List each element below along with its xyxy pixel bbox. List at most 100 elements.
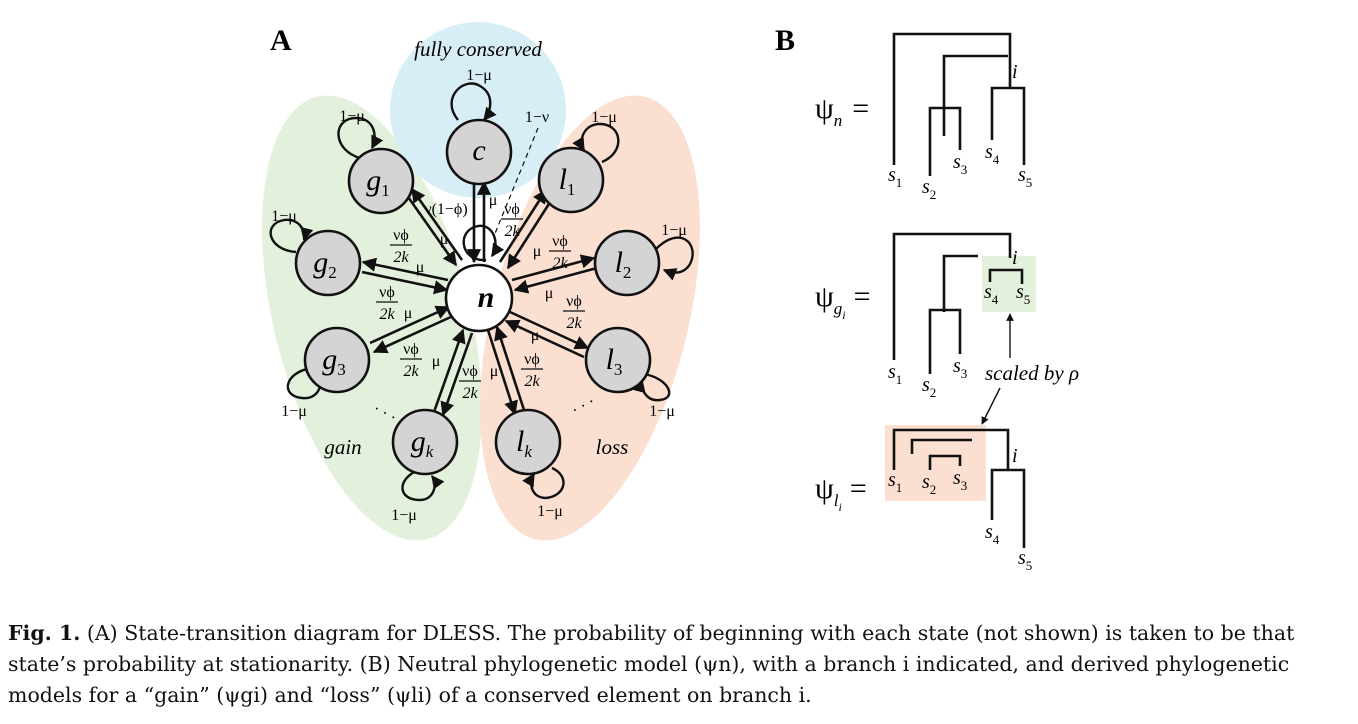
svg-text:2k: 2k [504,223,520,240]
species-labels: s1 s2 s3 s4 s5 s1 s2 s3 s4 s5 s1 s2 s3 s… [888,141,1032,573]
psi-n-label: ψn = [815,92,869,130]
mu-label-l1: μ [533,243,542,260]
state-c-label: c [472,134,485,167]
l1-self-label: 1−μ [591,109,617,126]
caption-label: Fig. 1. [8,621,81,645]
scaled-by-rho-label: scaled by ρ [985,361,1079,385]
svg-text:2k: 2k [393,249,409,266]
state-l1-label: l1 [559,163,576,199]
state-nodes [294,118,661,476]
self-loops [269,82,694,502]
psi-g-label: ψgi= [815,280,871,322]
state-l3-label: l3 [606,343,623,379]
fraction-lk: νϕ 2k [521,351,543,390]
mu-label-g1: μ [440,231,449,248]
svg-text:νϕ: νϕ [552,233,568,250]
sp1-n: s1 [888,164,902,190]
state-c [445,118,513,186]
gk-self-label: 1−μ [391,507,417,524]
state-l1 [537,146,605,214]
conserved-region [390,22,566,198]
state-gk-label: gk [411,425,434,461]
fraction-gk: νϕ 2k [459,363,481,402]
state-l2 [593,229,661,297]
loss-box [885,425,986,501]
tree-psi-g [892,232,1024,374]
state-g3-label: g3 [322,343,346,379]
sp5-g: s5 [1016,281,1030,307]
node-labels: c n g1 g2 g3 gk l1 l2 l3 lk [313,134,631,461]
g1-self-label: 1−μ [339,108,365,125]
sp4-g: s4 [984,281,999,307]
loss-label: loss [596,435,629,459]
transition-arrows [361,180,598,417]
one-minus-nu-label: 1−ν [525,109,549,126]
sp4-l: s4 [985,521,1000,547]
figure-caption: Fig. 1. (A) State-transition diagram for… [8,618,1353,711]
svg-text:νϕ: νϕ [504,201,520,218]
svg-text:2k: 2k [403,363,419,380]
panel-a-letter: A [270,24,292,57]
transition-labels: ν(1−ϕ) μ μ μ μ μ μ μ μ μ [404,192,554,380]
state-lk-label: lk [516,425,532,461]
sp1-l: s1 [888,469,902,495]
state-lk [494,408,562,476]
state-g3 [303,326,371,394]
fraction-l2: νϕ 2k [549,233,571,272]
mu-label-g2: μ [416,259,425,276]
tree-psi-l [892,428,1026,548]
state-gk [391,408,459,476]
svg-text:2k: 2k [552,255,568,272]
psi-labels: ψn = ψgi= ψli= [815,92,871,514]
panel-b-letter: B [775,24,795,57]
fraction-l1: νϕ 2k [501,201,523,240]
state-l3 [584,326,652,394]
nu-one-minus-phi-label: ν(1−ϕ) [424,201,467,218]
svg-text:νϕ: νϕ [403,341,419,358]
fraction-l3: νϕ 2k [563,293,585,332]
g2-self-label: 1−μ [271,208,297,225]
state-g2-label: g2 [313,246,337,282]
caption-text: (A) State-transition diagram for DLESS. … [8,621,1295,707]
svg-text:νϕ: νϕ [524,351,540,368]
self-loop-labels: 1−μ 1−μ 1−μ 1−μ 1−μ 1−μ 1−μ 1−μ 1−μ 1−ν [271,67,687,524]
l3-self-label: 1−μ [649,403,675,420]
state-g1-label: g1 [366,164,390,200]
lk-self-label: 1−μ [537,503,563,520]
fraction-g3b: νϕ 2k [400,341,422,380]
branch-labels: i i i [1012,61,1018,467]
gain-label: gain [324,435,361,459]
state-n-label: n [478,281,495,314]
svg-text:2k: 2k [524,373,540,390]
sp2-n: s2 [922,176,936,202]
svg-text:νϕ: νϕ [566,293,582,310]
mu-label-l2: μ [545,285,554,302]
sp2-l: s2 [922,471,936,497]
svg-text:2k: 2k [462,385,478,402]
state-l2-label: l2 [615,246,632,282]
svg-text:νϕ: νϕ [462,363,478,380]
svg-text:νϕ: νϕ [393,227,409,244]
sp5-l: s5 [1018,547,1032,573]
mu-label-l3: μ [531,327,540,344]
branch-i-l: i [1012,445,1018,467]
sp3-g: s3 [953,355,967,381]
sp3-n: s3 [953,151,967,177]
mu-label-c: μ [489,192,498,209]
sp1-g: s1 [888,361,902,387]
state-n [444,263,514,333]
dashed-transition [493,127,539,237]
c-self-label: 1−μ [466,67,492,84]
branch-i-g: i [1012,247,1018,269]
scaled-arrows [981,313,1014,425]
psi-l-label: ψli= [815,472,867,514]
state-g2 [294,229,362,297]
svg-text:2k: 2k [379,306,395,323]
rate-fractions: νϕ 2k νϕ 2k νϕ 2k νϕ 2k νϕ 2k νϕ 2k [376,201,585,402]
l2-self-label: 1−μ [661,222,687,239]
sp3-l: s3 [953,467,967,493]
g3-self-label: 1−μ [281,403,307,420]
branch-i-n: i [1012,61,1018,83]
sp5-n: s5 [1018,164,1032,190]
